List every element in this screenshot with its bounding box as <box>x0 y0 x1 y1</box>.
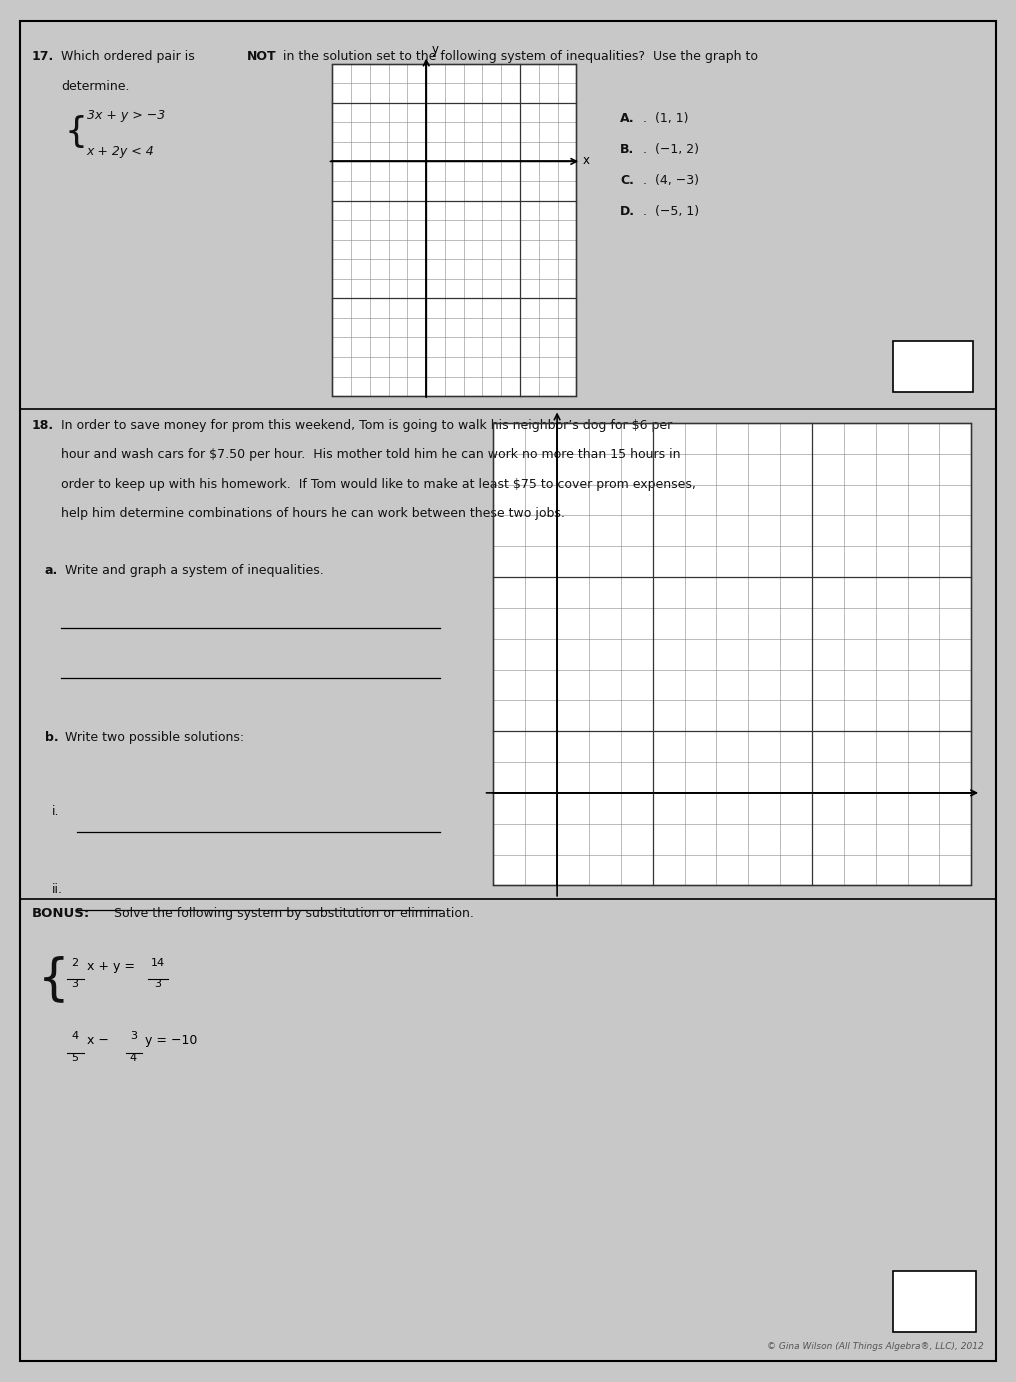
Bar <box>893 1271 976 1332</box>
Text: .  (4, −3): . (4, −3) <box>642 174 699 187</box>
Text: 5: 5 <box>71 1053 78 1063</box>
Text: in the solution set to the following system of inequalities?  Use the graph to: in the solution set to the following sys… <box>278 50 758 64</box>
Text: NOT: NOT <box>247 50 276 64</box>
Text: 17.: 17. <box>33 50 54 64</box>
Bar <box>893 341 973 392</box>
Text: {: { <box>38 955 70 1003</box>
Text: order to keep up with his homework.  If Tom would like to make at least $75 to c: order to keep up with his homework. If T… <box>61 478 696 491</box>
Text: determine.: determine. <box>61 80 130 93</box>
Text: .  (−5, 1): . (−5, 1) <box>642 205 699 217</box>
Text: Write and graph a system of inequalities.: Write and graph a system of inequalities… <box>61 564 324 576</box>
Bar <box>494 423 971 886</box>
Text: ii.: ii. <box>52 883 63 896</box>
Text: 3: 3 <box>71 980 78 990</box>
Text: i.: i. <box>52 804 59 818</box>
Text: In order to save money for prom this weekend, Tom is going to walk his neighbor’: In order to save money for prom this wee… <box>61 419 673 431</box>
Text: .  (−1, 2): . (−1, 2) <box>642 142 699 156</box>
Bar <box>332 64 576 397</box>
Text: y: y <box>432 43 439 55</box>
Text: x: x <box>583 153 590 167</box>
Bar <box>494 423 971 886</box>
Text: x + y =: x + y = <box>86 960 135 973</box>
Text: a.: a. <box>45 564 58 576</box>
Text: 3: 3 <box>130 1031 137 1042</box>
Text: Which ordered pair is: Which ordered pair is <box>61 50 199 64</box>
Text: x + 2y < 4: x + 2y < 4 <box>86 145 154 158</box>
Text: BONUS:: BONUS: <box>33 907 90 920</box>
Text: 14: 14 <box>150 958 165 967</box>
Text: 4: 4 <box>71 1031 78 1042</box>
Text: {: { <box>64 115 87 149</box>
Text: .  (1, 1): . (1, 1) <box>642 112 688 126</box>
Text: 3x + y > −3: 3x + y > −3 <box>86 109 165 122</box>
Text: 2: 2 <box>71 958 78 967</box>
Text: C.: C. <box>620 174 634 187</box>
Text: y = −10: y = −10 <box>145 1034 197 1048</box>
Text: D.: D. <box>620 205 635 217</box>
Text: help him determine combinations of hours he can work between these two jobs.: help him determine combinations of hours… <box>61 507 565 521</box>
Text: 4: 4 <box>130 1053 137 1063</box>
Text: hour and wash cars for $7.50 per hour.  His mother told him he can work no more : hour and wash cars for $7.50 per hour. H… <box>61 448 681 462</box>
Bar <box>332 64 576 397</box>
Text: Solve the following system by substitution or elimination.: Solve the following system by substituti… <box>106 907 474 920</box>
Text: x −: x − <box>86 1034 109 1048</box>
Text: B.: B. <box>620 142 634 156</box>
Text: 3: 3 <box>154 980 162 990</box>
Text: © Gina Wilson (All Things Algebra®, LLC), 2012: © Gina Wilson (All Things Algebra®, LLC)… <box>767 1342 983 1350</box>
Text: b.: b. <box>45 731 58 745</box>
Text: Write two possible solutions:: Write two possible solutions: <box>61 731 245 745</box>
Text: 18.: 18. <box>33 419 54 431</box>
Text: A.: A. <box>620 112 635 126</box>
